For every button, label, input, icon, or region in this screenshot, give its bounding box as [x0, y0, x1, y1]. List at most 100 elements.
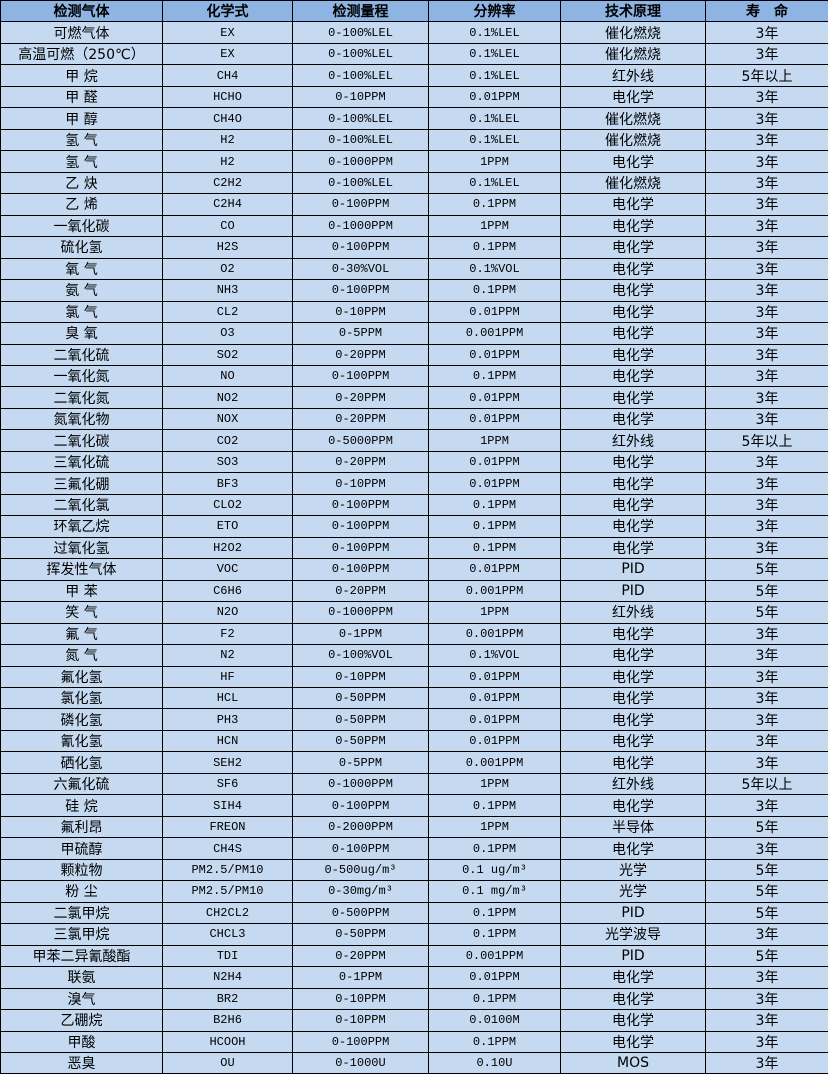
- table-row: 硅 烷 SIH4 0-100PPM 0.1PPM 电化学 3年: [0, 794, 828, 817]
- cell-range: 0-1000PPM: [292, 214, 429, 238]
- cell-gas-name: 氯化氢: [0, 686, 163, 710]
- cell-principle: 光学: [560, 858, 706, 882]
- cell-formula: H2O2: [162, 536, 293, 560]
- cell-range: 0-100PPM: [292, 236, 429, 259]
- cell-range: 0-10PPM: [292, 1009, 429, 1032]
- cell-principle: 电化学: [560, 150, 706, 173]
- cell-lifespan: 3年: [705, 1051, 828, 1074]
- cell-principle: 红外线: [560, 64, 706, 87]
- cell-principle: PID: [560, 944, 706, 968]
- cell-range: 0-1000PPM: [292, 772, 429, 796]
- table-row: 挥发性气体 VOC 0-100PPM 0.01PPM PID 5年: [0, 558, 828, 581]
- cell-resolution: 0.1%LEL: [428, 21, 561, 44]
- cell-resolution: 1PPM: [428, 815, 561, 839]
- cell-formula: SF6: [162, 772, 293, 796]
- cell-range: 0-100PPM: [292, 536, 429, 560]
- cell-resolution: 0.1%VOL: [428, 257, 561, 281]
- cell-principle: 电化学: [560, 300, 706, 324]
- cell-range: 0-20PPM: [292, 579, 429, 603]
- cell-range: 0-1PPM: [292, 966, 429, 989]
- table-row: 恶臭 OU 0-1000U 0.10U MOS 3年: [0, 1051, 828, 1074]
- cell-principle: 电化学: [560, 536, 706, 560]
- cell-resolution: 0.1PPM: [428, 1030, 561, 1053]
- cell-lifespan: 3年: [705, 644, 828, 667]
- cell-range: 0-30%VOL: [292, 257, 429, 281]
- cell-resolution: 0.01PPM: [428, 386, 561, 409]
- cell-gas-name: 乙 烯: [0, 193, 163, 216]
- cell-principle: 电化学: [560, 386, 706, 409]
- table-row: 六氟化硫 SF6 0-1000PPM 1PPM 红外线 5年以上: [0, 772, 828, 796]
- cell-range: 0-100PPM: [292, 837, 429, 860]
- cell-formula: H2: [162, 128, 293, 152]
- table-row: 粉 尘 PM2.5/PM10 0-30mg/m³ 0.1 mg/m³ 光学 5年: [0, 880, 828, 903]
- cell-formula: N2: [162, 644, 293, 667]
- cell-principle: 电化学: [560, 193, 706, 216]
- cell-resolution: 0.1%VOL: [428, 644, 561, 667]
- cell-principle: 电化学: [560, 665, 706, 689]
- cell-lifespan: 3年: [705, 214, 828, 238]
- cell-principle: 电化学: [560, 622, 706, 646]
- cell-lifespan: 3年: [705, 493, 828, 517]
- cell-formula: F2: [162, 622, 293, 646]
- cell-range: 0-100%LEL: [292, 171, 429, 195]
- header-formula: 化学式: [162, 0, 293, 23]
- cell-gas-name: 臭 氧: [0, 322, 163, 345]
- cell-gas-name: 联氨: [0, 966, 163, 989]
- cell-gas-name: 乙硼烷: [0, 1009, 163, 1032]
- cell-resolution: 0.10U: [428, 1051, 561, 1074]
- cell-principle: 电化学: [560, 214, 706, 238]
- cell-formula: CH4S: [162, 837, 293, 860]
- cell-resolution: 0.01PPM: [428, 85, 561, 109]
- cell-lifespan: 5年: [705, 880, 828, 903]
- cell-resolution: 0.1%LEL: [428, 42, 561, 66]
- cell-principle: 电化学: [560, 279, 706, 302]
- cell-lifespan: 5年: [705, 579, 828, 603]
- table-row: 三氟化硼 BF3 0-10PPM 0.01PPM 电化学 3年: [0, 472, 828, 495]
- cell-principle: 电化学: [560, 322, 706, 345]
- cell-range: 0-20PPM: [292, 407, 429, 431]
- cell-lifespan: 3年: [705, 21, 828, 44]
- table-row: 甲 醇 CH4O 0-100%LEL 0.1%LEL 催化燃烧 3年: [0, 107, 828, 130]
- cell-gas-name: 三氟化硼: [0, 472, 163, 495]
- cell-range: 0-5PPM: [292, 751, 429, 774]
- cell-resolution: 0.01PPM: [428, 300, 561, 324]
- cell-formula: OU: [162, 1051, 293, 1074]
- cell-lifespan: 3年: [705, 407, 828, 431]
- cell-formula: SO2: [162, 343, 293, 366]
- cell-resolution: 0.01PPM: [428, 729, 561, 753]
- cell-resolution: 0.1PPM: [428, 515, 561, 538]
- cell-formula: HCL: [162, 686, 293, 710]
- cell-range: 0-100PPM: [292, 493, 429, 517]
- cell-resolution: 1PPM: [428, 150, 561, 173]
- cell-principle: 电化学: [560, 450, 706, 474]
- cell-gas-name: 环氧乙烷: [0, 515, 163, 538]
- cell-principle: 电化学: [560, 515, 706, 538]
- table-row: 乙 烯 C2H4 0-100PPM 0.1PPM 电化学 3年: [0, 193, 828, 216]
- cell-lifespan: 3年: [705, 1009, 828, 1032]
- cell-gas-name: 过氧化氢: [0, 536, 163, 560]
- table-row: 甲 苯 C6H6 0-20PPM 0.001PPM PID 5年: [0, 579, 828, 603]
- cell-range: 0-50PPM: [292, 923, 429, 946]
- cell-resolution: 0.001PPM: [428, 579, 561, 603]
- table-row: 氟 气 F2 0-1PPM 0.001PPM 电化学 3年: [0, 622, 828, 646]
- cell-range: 0-100%VOL: [292, 644, 429, 667]
- cell-formula: CLO2: [162, 493, 293, 517]
- cell-resolution: 0.01PPM: [428, 472, 561, 495]
- cell-range: 0-20PPM: [292, 944, 429, 968]
- cell-principle: PID: [560, 558, 706, 581]
- cell-resolution: 0.01PPM: [428, 665, 561, 689]
- table-row: 一氧化碳 CO 0-1000PPM 1PPM 电化学 3年: [0, 214, 828, 238]
- cell-principle: 电化学: [560, 729, 706, 753]
- cell-formula: NO: [162, 364, 293, 388]
- cell-gas-name: 粉 尘: [0, 880, 163, 903]
- cell-gas-name: 硅 烷: [0, 794, 163, 817]
- table-row: 氢 气 H2 0-1000PPM 1PPM 电化学 3年: [0, 150, 828, 173]
- table-row: 二氧化氯 CLO2 0-100PPM 0.1PPM 电化学 3年: [0, 493, 828, 517]
- cell-lifespan: 5年: [705, 901, 828, 925]
- cell-resolution: 0.01PPM: [428, 343, 561, 366]
- cell-gas-name: 甲苯二异氰酸酯: [0, 944, 163, 968]
- cell-formula: HF: [162, 665, 293, 689]
- cell-range: 0-2000PPM: [292, 815, 429, 839]
- cell-gas-name: 氰化氢: [0, 729, 163, 753]
- cell-formula: CHCL3: [162, 923, 293, 946]
